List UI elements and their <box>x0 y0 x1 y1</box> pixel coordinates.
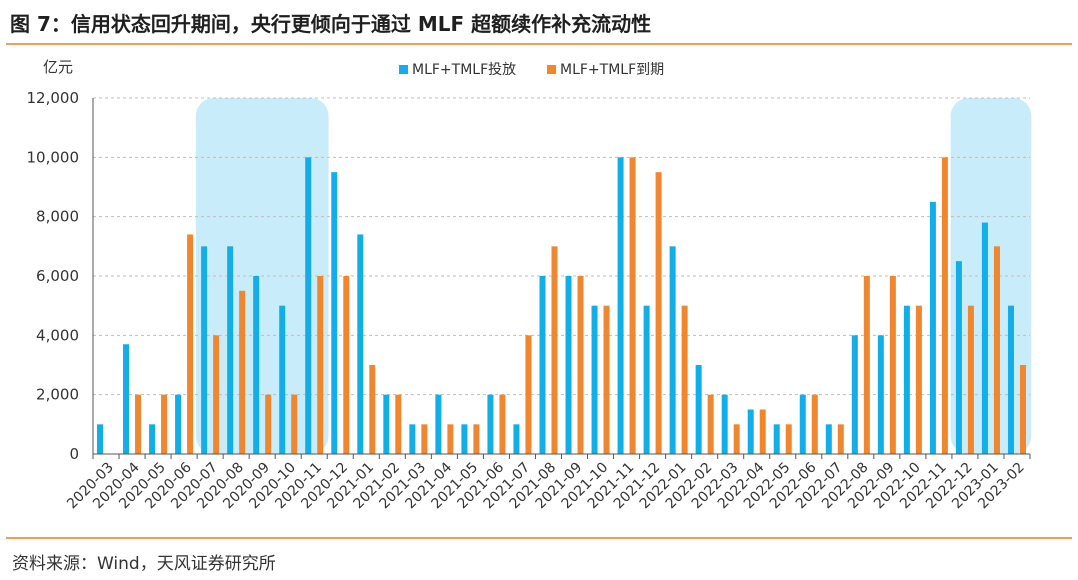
y-tick-label: 0 <box>69 445 79 463</box>
bar-expire <box>473 424 480 454</box>
bar-issue <box>825 424 832 454</box>
bar-issue <box>877 335 884 454</box>
bars-layer <box>97 157 1026 454</box>
bar-issue <box>331 172 338 454</box>
bar-chart: 02,0004,0006,0008,00010,00012,0002020-03… <box>27 58 1032 512</box>
bar-expire <box>655 172 662 454</box>
bar-expire <box>395 394 402 454</box>
bar-issue <box>357 234 364 454</box>
bar-issue <box>461 424 468 454</box>
legend-label: MLF+TMLF投放 <box>412 62 516 78</box>
bar-expire <box>187 234 194 454</box>
bar-expire <box>863 276 870 454</box>
bar-expire <box>941 157 948 454</box>
bar-issue <box>643 305 650 454</box>
legend-label: MLF+TMLF到期 <box>560 62 664 78</box>
y-tick-label: 10,000 <box>27 148 80 166</box>
bar-issue <box>201 246 208 454</box>
chart-title: 图 7：信用状态回升期间，央行更倾向于通过 MLF 超额续作补充流动性 <box>10 12 652 36</box>
bar-expire <box>343 276 350 454</box>
bar-expire <box>421 424 428 454</box>
bar-issue <box>669 246 676 454</box>
bar-issue <box>929 201 936 454</box>
title-area: 图 7：信用状态回升期间，央行更倾向于通过 MLF 超额续作补充流动性 <box>0 0 1078 46</box>
bar-expire <box>915 305 922 454</box>
bar-expire <box>707 394 714 454</box>
bar-issue <box>617 157 624 454</box>
bar-issue <box>97 424 104 454</box>
y-tick-label: 12,000 <box>27 89 80 107</box>
bar-issue <box>279 305 286 454</box>
y-axis-label: 亿元 <box>43 58 73 76</box>
bar-expire <box>525 335 532 454</box>
bar-expire <box>681 305 688 454</box>
legend-swatch <box>399 65 408 74</box>
bar-issue <box>513 424 520 454</box>
bar-expire <box>161 394 168 454</box>
bar-expire <box>291 394 298 454</box>
bar-expire <box>811 394 818 454</box>
bar-expire <box>759 409 766 454</box>
bar-expire <box>135 394 142 454</box>
bar-issue <box>695 365 702 454</box>
bar-issue <box>539 276 546 454</box>
y-tick-label: 8,000 <box>36 208 79 226</box>
bar-issue <box>799 394 806 454</box>
bar-expire <box>239 290 246 454</box>
bar-issue <box>253 276 260 454</box>
bar-expire <box>577 276 584 454</box>
y-tick-label: 4,000 <box>36 326 79 344</box>
bar-expire <box>447 424 454 454</box>
bar-expire <box>629 157 636 454</box>
bar-issue <box>1007 305 1014 454</box>
bar-issue <box>435 394 442 454</box>
bar-issue <box>955 261 962 454</box>
bar-expire <box>1019 365 1026 454</box>
source-note: 资料来源：Wind，天风证券研究所 <box>12 554 276 574</box>
bar-expire <box>967 305 974 454</box>
y-tick-label: 6,000 <box>36 267 79 285</box>
bar-issue <box>487 394 494 454</box>
footer-divider <box>6 537 1072 539</box>
legend-swatch <box>547 65 556 74</box>
bar-issue <box>747 409 754 454</box>
bar-expire <box>551 246 558 454</box>
bar-issue <box>409 424 416 454</box>
gridlines <box>93 97 1030 396</box>
bar-issue <box>903 305 910 454</box>
y-tick-label: 2,000 <box>36 386 79 404</box>
bar-expire <box>889 276 896 454</box>
bar-expire <box>603 305 610 454</box>
bar-issue <box>721 394 728 454</box>
bar-expire <box>213 335 220 454</box>
bar-expire <box>317 276 324 454</box>
bar-expire <box>785 424 792 454</box>
bar-issue <box>851 335 858 454</box>
bar-issue <box>149 424 156 454</box>
legend: MLF+TMLF投放 MLF+TMLF到期 <box>399 62 664 78</box>
bar-issue <box>565 276 572 454</box>
bar-issue <box>227 246 234 454</box>
bar-issue <box>175 394 182 454</box>
bar-issue <box>123 344 130 454</box>
bar-issue <box>383 394 390 454</box>
bar-expire <box>733 424 740 454</box>
bar-expire <box>993 246 1000 454</box>
bar-expire <box>265 394 272 454</box>
bar-expire <box>837 424 844 454</box>
bar-issue <box>591 305 598 454</box>
bar-expire <box>499 394 506 454</box>
bar-expire <box>369 365 376 454</box>
bar-issue <box>981 222 988 454</box>
bar-issue <box>773 424 780 454</box>
title-divider <box>6 43 1072 45</box>
bar-issue <box>305 157 312 454</box>
